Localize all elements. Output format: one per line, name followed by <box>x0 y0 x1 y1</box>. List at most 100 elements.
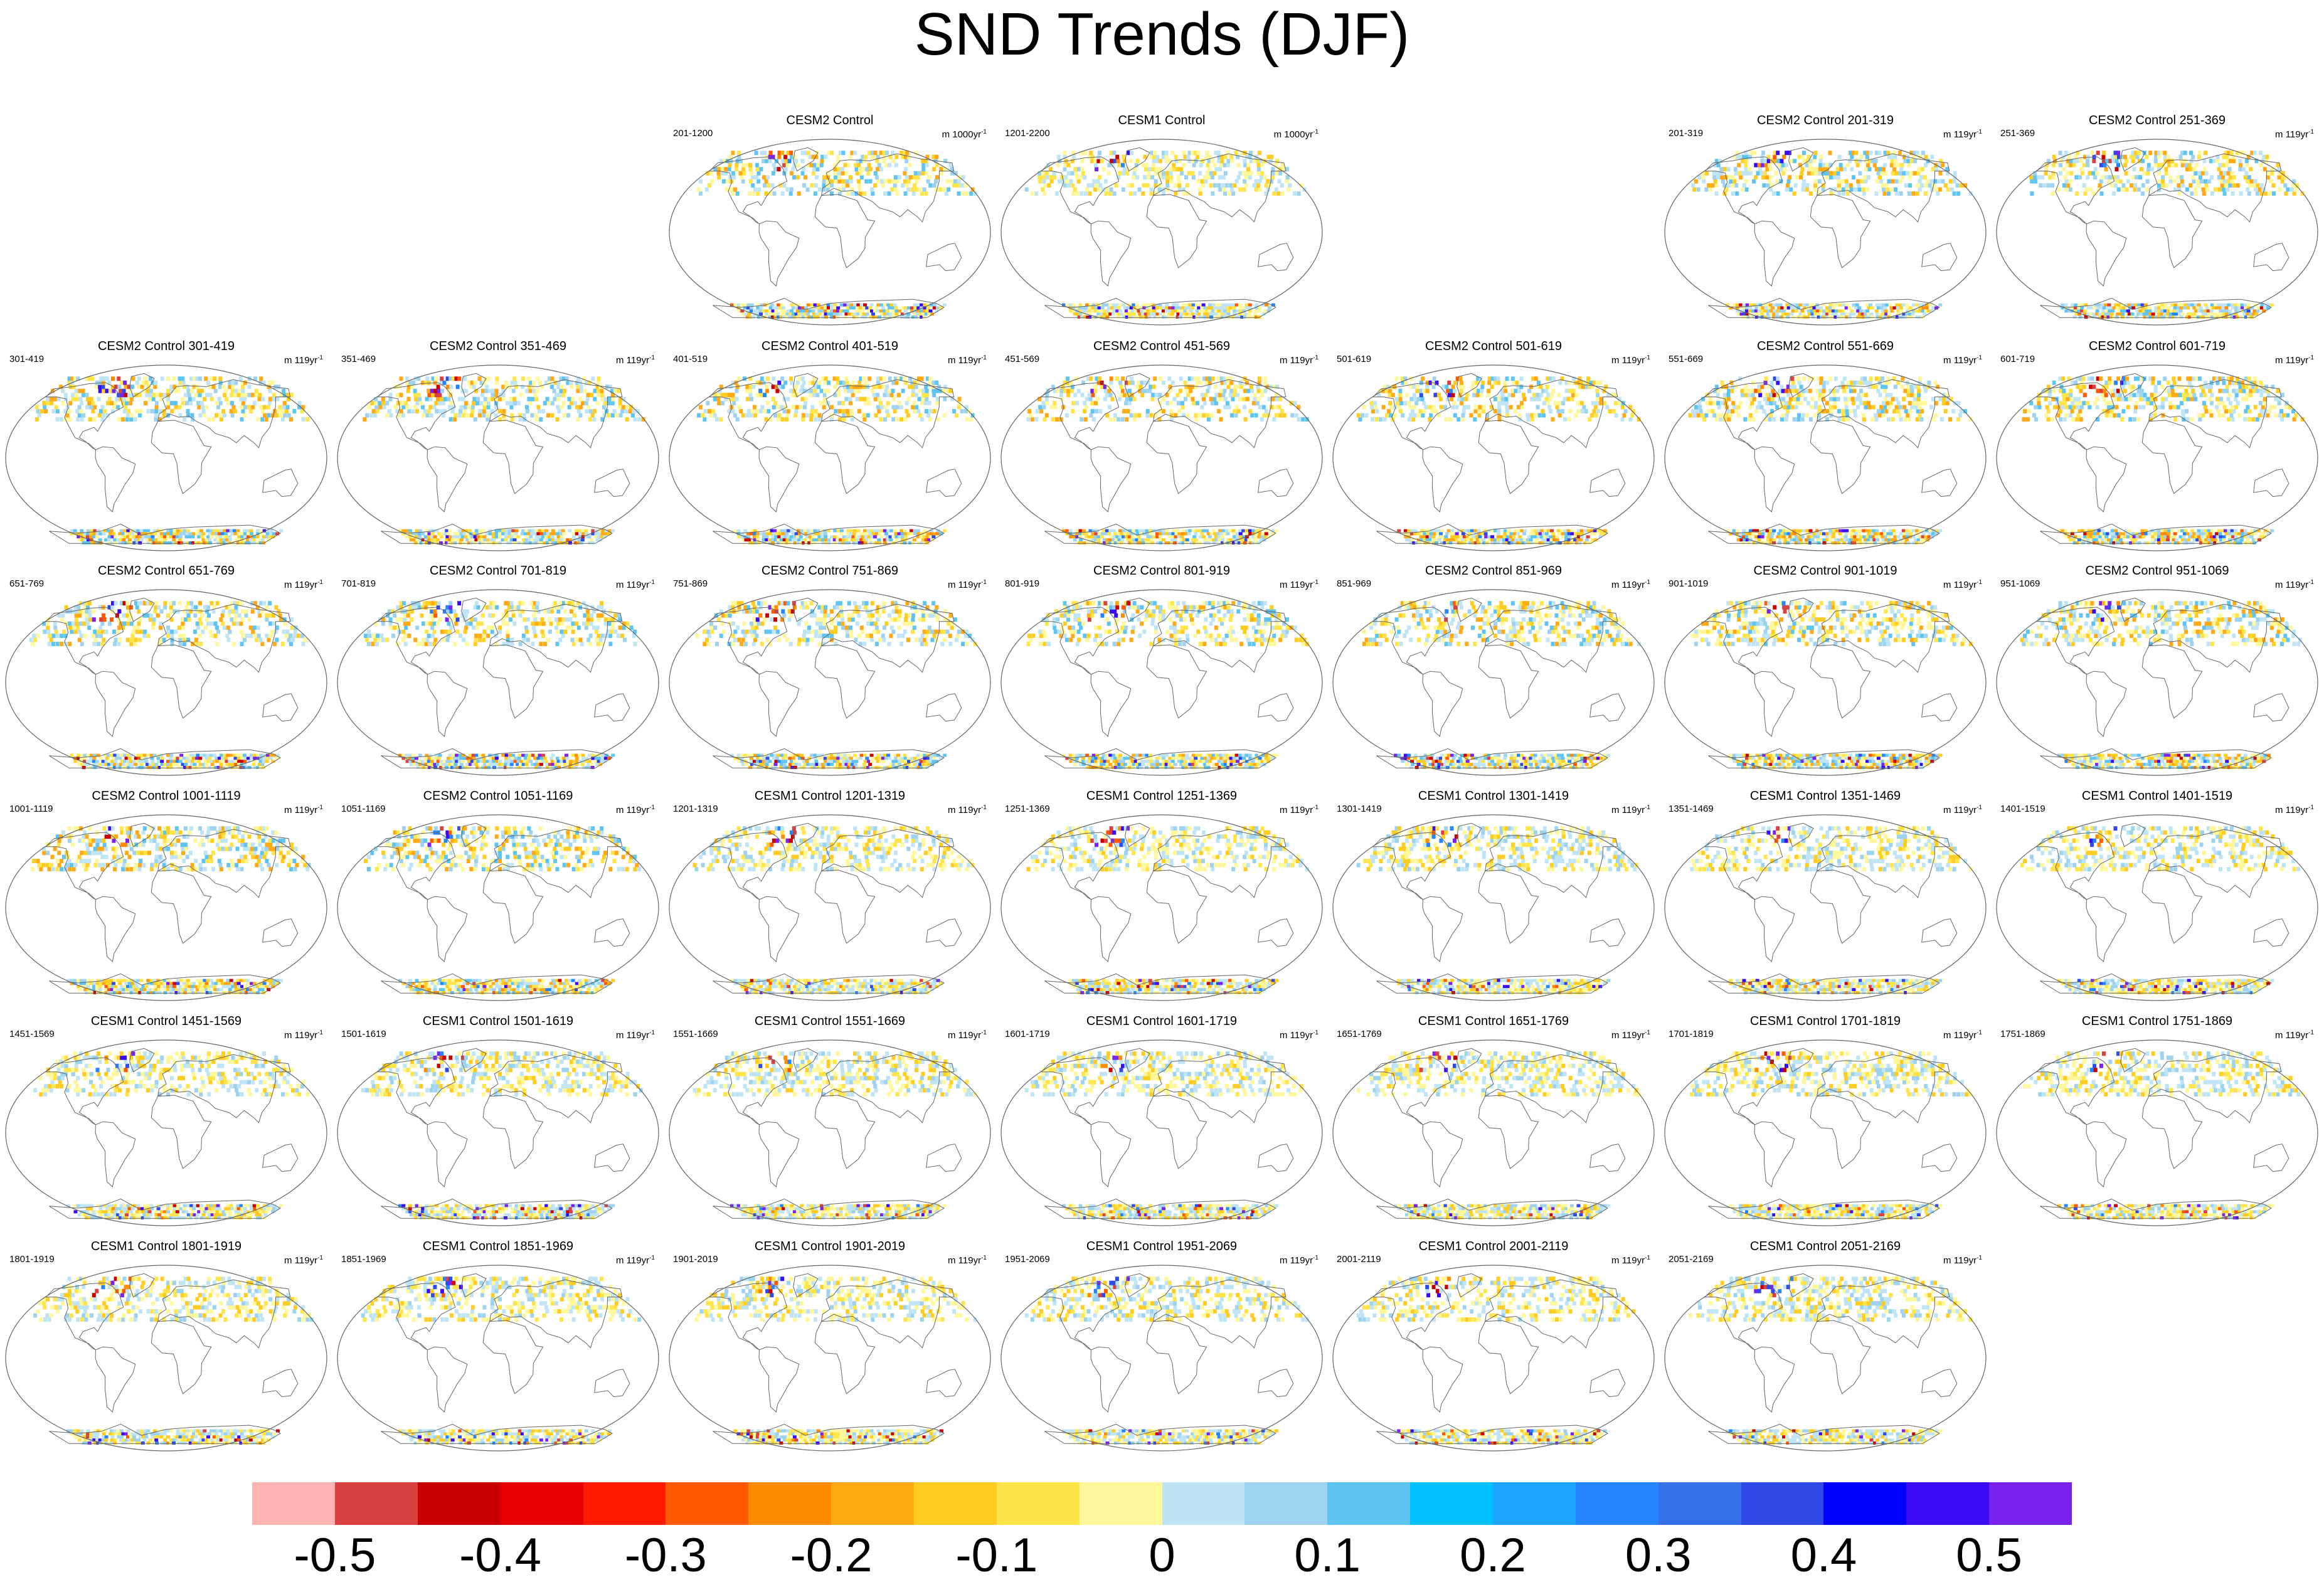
trend-cell <box>830 179 834 184</box>
trend-cell <box>600 393 604 397</box>
trend-cell <box>905 183 909 188</box>
trend-cell <box>2223 191 2227 196</box>
trend-cell <box>1174 183 1177 188</box>
trend-cell <box>2067 155 2071 159</box>
trend-cell <box>2292 179 2296 184</box>
trend-cell <box>1039 409 1043 413</box>
trend-cell <box>782 532 785 535</box>
trend-cell <box>943 385 947 389</box>
trend-cell <box>215 401 219 405</box>
trend-cell <box>801 171 805 176</box>
trend-cell <box>1794 183 1798 188</box>
trend-cell <box>231 389 235 393</box>
trend-cell <box>1218 393 1222 397</box>
trend-cell <box>261 538 265 541</box>
trend-cell <box>2194 171 2197 176</box>
trend-cell <box>888 191 891 196</box>
trend-cell <box>101 385 105 389</box>
trend-cell <box>2131 312 2135 316</box>
trend-cell <box>775 306 779 309</box>
trend-cell <box>765 389 769 393</box>
trend-cell <box>728 167 731 171</box>
trend-cell <box>820 163 824 167</box>
trend-cell <box>1765 175 1769 179</box>
trend-cell <box>778 413 782 418</box>
trend-cell <box>521 376 525 381</box>
trend-cell <box>586 405 590 410</box>
trend-cell <box>783 155 787 159</box>
trend-cell <box>1731 183 1734 188</box>
trend-cell <box>1212 529 1216 533</box>
trend-cell <box>1912 304 1916 307</box>
trend-cell <box>888 306 891 309</box>
trend-cell <box>373 413 377 418</box>
trend-cell <box>777 167 781 171</box>
trend-cell <box>1181 401 1184 405</box>
trend-cell <box>117 376 120 381</box>
trend-cell <box>2147 163 2151 167</box>
trend-cell <box>1167 376 1171 381</box>
trend-cell <box>183 385 186 389</box>
trend-cell <box>1057 155 1061 159</box>
trend-cell <box>916 304 920 307</box>
trend-cell <box>899 417 903 422</box>
trend-cell <box>1226 309 1230 312</box>
trend-cell <box>191 413 194 418</box>
trend-cell <box>1848 159 1852 163</box>
trend-cell <box>1899 167 1903 171</box>
trend-cell <box>773 529 777 533</box>
trend-cell <box>884 405 888 410</box>
trend-cell <box>186 529 190 533</box>
trend-cell <box>1100 385 1104 389</box>
trend-cell <box>1766 316 1770 319</box>
trend-cell <box>1158 167 1162 171</box>
trend-cell <box>1709 188 1712 192</box>
trend-cell <box>538 529 542 533</box>
trend-cell <box>788 541 792 544</box>
trend-cell <box>750 171 753 176</box>
trend-cell <box>1858 159 1862 163</box>
trend-cell <box>201 405 204 410</box>
trend-cell <box>747 304 751 307</box>
trend-cell <box>717 397 721 401</box>
trend-cell <box>925 397 928 401</box>
trend-cell <box>2260 183 2264 188</box>
trend-cell <box>2260 304 2264 307</box>
trend-cell <box>1802 304 1806 307</box>
trend-cell <box>915 393 918 397</box>
trend-cell <box>1230 188 1234 192</box>
trend-cell <box>1142 163 1145 167</box>
trend-cell <box>1246 167 1250 171</box>
trend-cell <box>1216 532 1220 535</box>
trend-cell <box>1135 529 1139 533</box>
trend-cell <box>1266 179 1270 184</box>
trend-cell <box>1060 389 1064 393</box>
trend-cell <box>804 538 807 541</box>
trend-cell <box>812 309 815 312</box>
trend-cell <box>1258 309 1261 312</box>
trend-cell <box>783 183 787 188</box>
trend-cell <box>1253 393 1257 397</box>
trend-cell <box>862 385 866 389</box>
trend-cell <box>1045 413 1049 418</box>
trend-cell <box>405 376 409 381</box>
trend-cell <box>492 532 496 535</box>
trend-cell <box>585 409 588 413</box>
trend-cell <box>1081 393 1085 397</box>
trend-cell <box>1239 306 1243 309</box>
trend-cell <box>1147 171 1151 176</box>
trend-cell <box>107 538 111 541</box>
trend-cell <box>1743 183 1746 188</box>
trend-cell <box>1181 405 1185 410</box>
trend-cell <box>913 529 917 533</box>
trend-cell <box>1194 532 1197 535</box>
trend-cell <box>1212 163 1216 167</box>
trend-cell <box>2195 163 2199 167</box>
trend-cell <box>268 389 272 393</box>
trend-cell <box>814 529 817 533</box>
trend-cell <box>1077 389 1081 393</box>
trend-cell <box>1243 541 1247 544</box>
trend-cell <box>1275 188 1278 192</box>
trend-cell <box>2152 312 2155 316</box>
